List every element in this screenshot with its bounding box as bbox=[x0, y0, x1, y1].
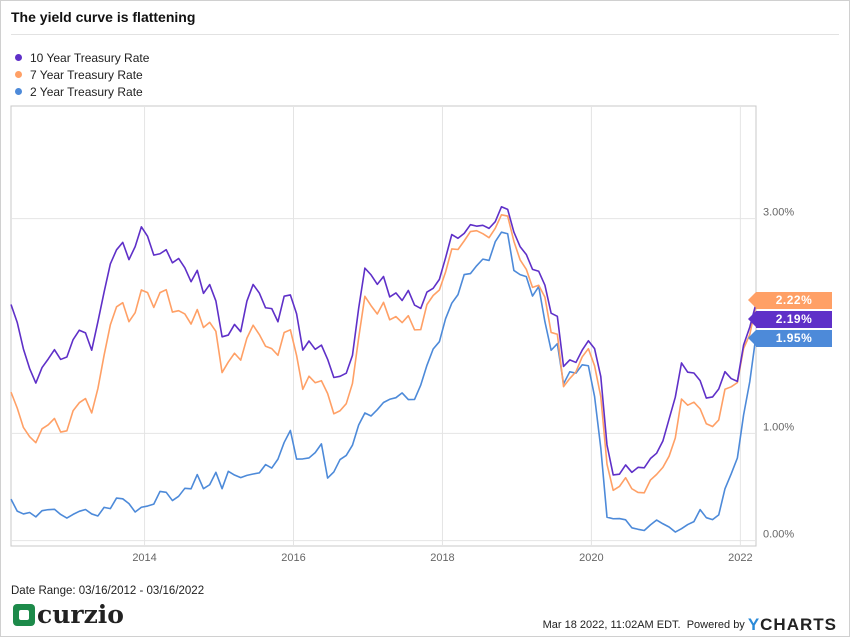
x-tick-label: 2016 bbox=[281, 552, 305, 564]
x-tick-label: 2020 bbox=[579, 552, 603, 564]
legend-item-10y[interactable]: 10 Year Treasury Rate bbox=[15, 49, 149, 66]
x-tick-label: 2022 bbox=[728, 552, 752, 564]
plot-area bbox=[10, 105, 757, 547]
date-range: Date Range: 03/16/2012 - 03/16/2022 bbox=[11, 585, 205, 597]
curzio-logo-mark-icon bbox=[13, 603, 35, 626]
series-line-7y bbox=[10, 214, 757, 494]
last-value-badge-10y: 2.19% bbox=[748, 311, 832, 328]
y-tick-label: 1.00% bbox=[763, 421, 794, 433]
ycharts-y: Y bbox=[747, 615, 761, 634]
legend-dot-2y bbox=[15, 88, 22, 95]
ycharts-text: CHARTS bbox=[760, 615, 837, 634]
ycharts-logo[interactable]: YCHARTS bbox=[748, 615, 837, 635]
title-divider bbox=[11, 34, 839, 35]
series-line-2y bbox=[10, 231, 757, 533]
legend-dot-10y bbox=[15, 54, 22, 61]
y-tick-label: 3.00% bbox=[763, 207, 794, 219]
legend-dot-7y bbox=[15, 71, 22, 78]
legend-label: 7 Year Treasury Rate bbox=[30, 67, 143, 82]
powered-by: Powered by bbox=[686, 619, 745, 631]
legend: 10 Year Treasury Rate 7 Year Treasury Ra… bbox=[15, 49, 149, 100]
legend-item-7y[interactable]: 7 Year Treasury Rate bbox=[15, 66, 149, 83]
logo-text: curzio bbox=[37, 600, 124, 629]
timestamp: Mar 18 2022, 11:02AM EDT. bbox=[542, 619, 681, 631]
legend-label: 2 Year Treasury Rate bbox=[30, 84, 143, 99]
footer-stamp: Mar 18 2022, 11:02AM EDT. Powered by YCH… bbox=[543, 615, 837, 635]
x-tick-label: 2014 bbox=[132, 552, 156, 564]
line-chart: 0.00% 1.00% 3.00% 2014 2016 2018 2020 2022 bbox=[10, 105, 794, 564]
last-value-badge-2y: 1.95% bbox=[748, 330, 832, 347]
chart-title: The yield curve is flattening bbox=[11, 9, 196, 25]
legend-label: 10 Year Treasury Rate bbox=[30, 50, 150, 65]
curzio-logo: curzio bbox=[13, 600, 124, 629]
y-tick-label: 0.00% bbox=[763, 529, 794, 541]
last-value-badge-7y: 2.22% bbox=[748, 292, 832, 309]
legend-item-2y[interactable]: 2 Year Treasury Rate bbox=[15, 83, 149, 100]
x-tick-label: 2018 bbox=[430, 552, 454, 564]
series-line-10y bbox=[10, 205, 757, 476]
